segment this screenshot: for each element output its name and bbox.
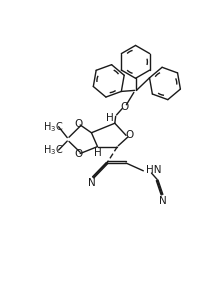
Text: O: O bbox=[75, 119, 83, 129]
Text: O: O bbox=[120, 102, 128, 112]
Text: H$_3$C: H$_3$C bbox=[43, 143, 63, 157]
Text: H: H bbox=[95, 148, 102, 158]
Text: H$_3$C: H$_3$C bbox=[43, 120, 63, 134]
Text: N: N bbox=[159, 196, 167, 206]
Text: HN: HN bbox=[146, 165, 162, 175]
Text: N: N bbox=[88, 178, 95, 188]
Text: O: O bbox=[125, 130, 133, 140]
Text: O: O bbox=[75, 150, 83, 159]
Text: H: H bbox=[106, 113, 114, 124]
